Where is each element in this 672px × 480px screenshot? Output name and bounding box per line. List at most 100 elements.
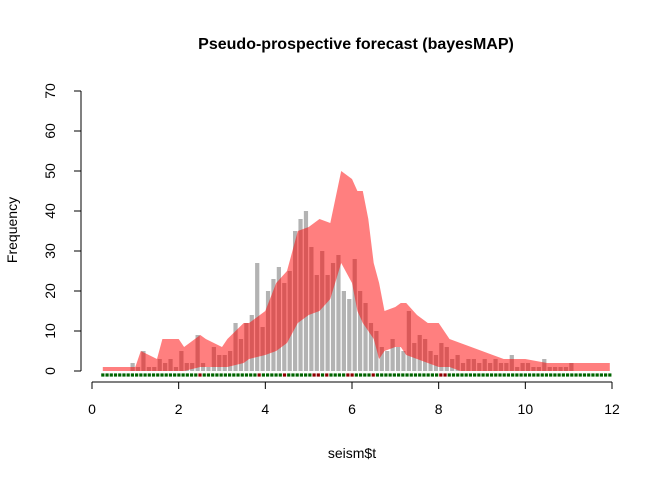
rug-mark [451,373,456,377]
x-tick-label: 12 [604,401,620,417]
rug-mark [561,373,565,377]
rug-mark [591,373,595,377]
rug-mark [456,373,460,377]
rug-mark [570,373,574,377]
rug-mark [333,373,337,377]
histogram-bar [347,299,352,371]
rug-mark [489,373,494,377]
rug-mark [135,373,139,377]
rug-mark [244,373,249,377]
rug-mark [198,373,202,377]
histogram-bar [325,275,330,371]
rug-mark [485,373,489,377]
x-tick-label: 2 [175,401,183,417]
rug-mark [223,373,227,377]
rug-mark [557,373,561,377]
rug-mark [274,373,278,377]
rug-mark [582,373,587,377]
rug-mark [105,373,109,377]
rug-mark [388,373,392,377]
histogram-bar [374,331,379,371]
rug-mark [320,373,325,377]
rug-mark [380,373,384,377]
histogram-bar [385,351,390,371]
rug-mark [595,373,599,377]
histogram-bar [390,339,395,371]
rug-mark [401,373,405,377]
rug-mark [287,373,291,377]
rug-mark [168,373,173,377]
histogram-bar [363,303,368,371]
rug-mark [312,373,316,377]
rug-mark [156,373,160,377]
rug-mark [194,373,198,377]
rug-mark [392,373,396,377]
rug-mark [523,373,527,377]
y-tick-label: 30 [42,243,58,259]
histogram-bar [206,367,211,371]
rug-mark [422,373,426,377]
rug-mark [151,373,156,377]
rug-mark [519,373,523,377]
rug-mark [536,373,540,377]
x-axis-label: seism$t [328,445,376,461]
rug-mark [227,373,232,377]
rug-marks [101,373,612,377]
rug-mark [206,373,211,377]
rug-mark [498,373,502,377]
x-axis-ticks: 0 2 4 6 8 10 12 [88,382,620,417]
histogram-bar [368,323,374,371]
histogram-bar [314,275,319,371]
rug-mark [342,373,346,377]
rug-mark [511,373,515,377]
rug-mark [126,373,130,377]
rug-mark [549,373,553,377]
rug-mark [443,373,447,377]
rug-mark [219,373,223,377]
rug-mark [515,373,519,377]
rug-mark [308,373,312,377]
rug-mark [565,373,570,377]
rug-mark [249,373,253,377]
rug-mark [578,373,582,377]
y-tick-label: 60 [42,123,58,139]
y-tick-label: 40 [42,203,58,219]
rug-mark [325,373,329,377]
rug-mark [270,373,274,377]
rug-mark [215,373,219,377]
rug-mark [418,373,422,377]
rug-mark [435,373,439,377]
rug-mark [113,373,118,377]
rug-mark [396,373,401,377]
chart-title: Pseudo-prospective forecast (bayesMAP) [198,36,514,53]
rug-mark [405,373,409,377]
rug-mark [177,373,181,377]
rug-mark [118,373,122,377]
rug-mark [130,373,135,377]
y-tick-label: 70 [42,83,58,99]
rug-mark [299,373,304,377]
rug-mark [354,373,358,377]
y-tick-label: 0 [42,367,58,375]
rug-mark [295,373,299,377]
x-tick-label: 6 [348,401,356,417]
rug-mark [363,373,367,377]
rug-mark [506,373,511,377]
rug-mark [587,373,591,377]
rug-mark [439,373,443,377]
rug-mark [181,373,185,377]
histogram-bar [320,251,325,371]
forecast-band [102,171,610,371]
histogram-bar [341,291,346,371]
rug-mark [426,373,430,377]
rug-mark [532,373,536,377]
histogram-bar [358,291,363,371]
histogram-bar [395,347,401,371]
rug-mark [409,373,413,377]
rug-mark [358,373,363,377]
y-tick-label: 10 [42,323,58,339]
x-tick-label: 0 [88,401,96,417]
rug-mark [282,373,287,377]
rug-mark [143,373,147,377]
rug-mark [189,373,194,377]
